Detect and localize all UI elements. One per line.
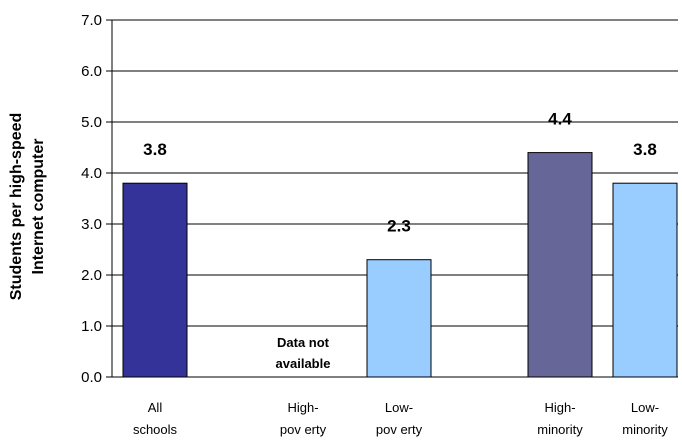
data-not-available-note: Data not available (276, 335, 331, 371)
category-label: pov erty (376, 422, 423, 437)
category-label: schools (133, 422, 178, 437)
category-labels: All schools High-pov erty Low-pov erty High-… (133, 400, 668, 437)
y-tick-label: 4.0 (81, 165, 102, 182)
y-tick-label: 2.0 (81, 267, 102, 284)
bar (366, 259, 432, 378)
bar (527, 152, 593, 378)
y-tick-label: 1.0 (81, 318, 102, 335)
data-label: 2.3 (387, 217, 411, 236)
y-tick-label: 0.0 (81, 369, 102, 386)
y-axis-label-line: Internet computer (30, 138, 47, 274)
data-label: 3.8 (143, 140, 167, 159)
category-label: All (148, 400, 163, 415)
category-label: minority (537, 422, 583, 437)
y-axis-ticks: 0.0 1.0 2.0 3.0 4.0 5.0 6.0 7.0 (81, 12, 112, 386)
y-tick-label: 7.0 (81, 12, 102, 29)
bars (122, 152, 678, 378)
category-label: High- (287, 400, 318, 415)
bar (612, 182, 678, 378)
category-label: Low- (385, 400, 413, 415)
gridlines (112, 19, 678, 327)
data-label: 4.4 (548, 110, 572, 129)
category-label: High- (544, 400, 575, 415)
category-label: Low- (631, 400, 659, 415)
data-labels: 3.8 2.3 4.4 3.8 (143, 110, 657, 236)
bar (122, 182, 188, 378)
category-label: minority (622, 422, 668, 437)
data-label: 3.8 (633, 140, 657, 159)
y-tick-label: 6.0 (81, 63, 102, 80)
note-line: Data not (277, 335, 330, 350)
axes (111, 20, 678, 378)
note-line: available (276, 356, 331, 371)
y-tick-label: 3.0 (81, 216, 102, 233)
y-axis-label-line: Students per high-speed (8, 113, 25, 301)
category-label: pov erty (280, 422, 327, 437)
y-tick-label: 5.0 (81, 114, 102, 131)
y-axis-label: Students per high-speed Internet computer (8, 113, 47, 301)
